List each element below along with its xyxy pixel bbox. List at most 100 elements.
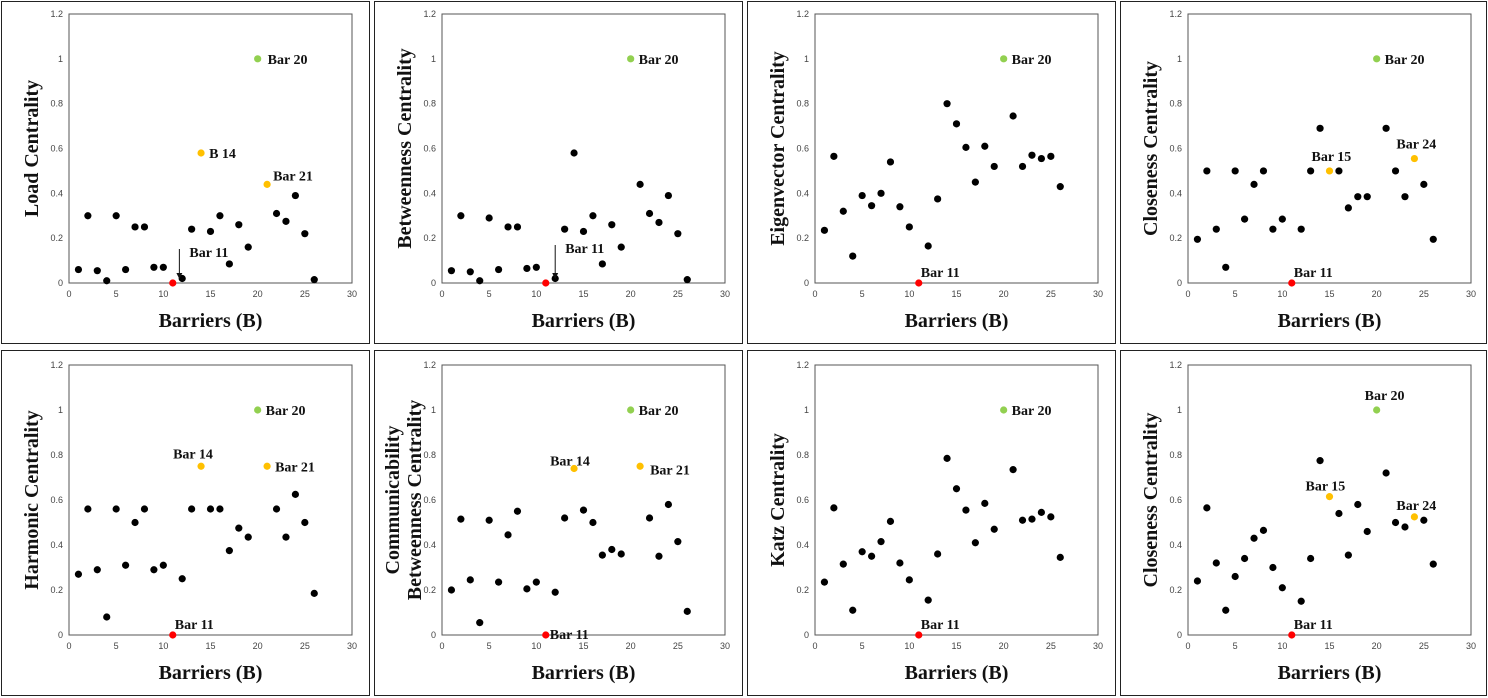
data-point-bar-14 xyxy=(943,454,951,462)
data-point-bar-12 xyxy=(924,242,932,250)
data-point-bar-15 xyxy=(952,485,961,493)
chart-svg: 0 0.2 0.4 0.6 0.8 1 1.2 0 5 10 15 20 25 30 Barriers (B… xyxy=(21,9,357,332)
data-point-bar-6 xyxy=(495,265,503,274)
chart-svg: 0 0.2 0.4 0.6 0.8 1 1.2 0 5 10 15 20 25 30 Barriers (B… xyxy=(394,9,730,332)
data-point-bar-26 xyxy=(310,589,318,597)
x-axis-label: Barriers (B) xyxy=(532,310,636,332)
data-point-bar-10 xyxy=(159,263,167,271)
data-point-bar-10 xyxy=(1278,215,1286,223)
data-point-bar-25 xyxy=(674,230,682,238)
x-tick-label: 20 xyxy=(626,289,636,299)
data-point-bar-22 xyxy=(1018,162,1027,171)
plot-area xyxy=(1187,13,1472,284)
communicability-betweenness-centrality-chart: 0 0.2 0.4 0.6 0.8 1 1.2 0 5 10 15 20 25 30 Barriers (B… xyxy=(374,350,743,696)
data-point-bar-26 xyxy=(310,276,318,284)
data-point-bar-4 xyxy=(849,252,857,260)
y-axis-label: Eigenvector Centrality xyxy=(767,51,789,246)
data-point-bar-23 xyxy=(282,533,290,541)
data-point-bar-9 xyxy=(523,585,531,593)
data-point-bar-13 xyxy=(1307,554,1315,563)
x-tick-label: 0 xyxy=(812,641,817,651)
data-point-bar-10 xyxy=(905,576,913,584)
data-point-bar-2 xyxy=(1203,504,1211,512)
y-tick-label: 0 xyxy=(58,630,63,640)
x-tick-label: 20 xyxy=(1372,641,1382,651)
data-point-bar-19 xyxy=(990,525,998,533)
x-tick-label: 30 xyxy=(347,641,357,651)
data-point-bar-11 xyxy=(915,631,923,639)
y-tick-label: 0.6 xyxy=(423,495,436,505)
y-tick-label: 0.4 xyxy=(423,188,436,198)
data-point-bar-24 xyxy=(1410,154,1418,163)
data-point-bar-26 xyxy=(683,276,691,284)
data-point-bar-3 xyxy=(1212,225,1220,233)
data-point-bar-2 xyxy=(84,505,92,513)
data-point-bar-4 xyxy=(1222,263,1230,271)
data-point-bar-12 xyxy=(1297,597,1305,605)
y-tick-label: 0.4 xyxy=(50,188,63,198)
data-point-bar-6 xyxy=(1241,554,1249,563)
x-tick-label: 25 xyxy=(300,641,310,651)
x-tick-label: 30 xyxy=(720,641,730,651)
eigenvector-centrality-chart: 0 0.2 0.4 0.6 0.8 1 1.2 0 5 10 15 20 25 30 Barriers (B… xyxy=(747,1,1116,344)
y-tick-label: 1 xyxy=(58,54,63,64)
y-tick-label: 0.6 xyxy=(796,495,809,505)
data-point-bar-22 xyxy=(1391,167,1400,175)
annotation-label: Bar 14 xyxy=(550,455,590,470)
data-point-bar-15 xyxy=(952,120,961,128)
y-tick-label: 1 xyxy=(431,54,436,64)
x-tick-label: 15 xyxy=(1324,289,1334,299)
data-point-bar-26 xyxy=(1056,183,1064,191)
data-point-bar-6 xyxy=(1241,215,1249,223)
data-point-bar-19 xyxy=(1363,527,1371,536)
annotation-label: Bar 20 xyxy=(268,53,308,68)
y-tick-label: 0 xyxy=(431,278,436,288)
x-tick-label: 5 xyxy=(487,289,492,299)
y-tick-label: 0 xyxy=(431,630,436,640)
y-tick-label: 0 xyxy=(804,278,809,288)
data-point-bar-18 xyxy=(981,142,989,150)
data-point-bar-18 xyxy=(1354,193,1362,201)
annotation-label: Bar 11 xyxy=(1294,618,1333,633)
y-tick-label: 1 xyxy=(804,54,809,64)
data-point-bar-10 xyxy=(1278,584,1286,592)
data-point-bar-16 xyxy=(962,143,970,151)
x-tick-label: 15 xyxy=(578,289,588,299)
y-tick-label: 0.2 xyxy=(796,233,809,243)
y-tick-label: 0.6 xyxy=(423,144,436,154)
data-point-bar-22 xyxy=(1391,518,1400,527)
data-point-bar-21 xyxy=(636,180,644,188)
data-point-bar-5 xyxy=(1231,572,1239,581)
data-point-bar-8 xyxy=(513,223,522,231)
data-point-bar-22 xyxy=(272,209,281,218)
data-point-bar-5 xyxy=(1231,167,1239,175)
data-point-bar-25 xyxy=(301,230,309,238)
data-point-bar-3 xyxy=(466,268,474,276)
data-point-bar-8 xyxy=(886,517,895,525)
data-point-bar-16 xyxy=(589,212,597,220)
data-point-bar-18 xyxy=(608,221,616,229)
data-point-bar-4 xyxy=(476,277,484,285)
betweenness-centrality-chart: 0 0.2 0.4 0.6 0.8 1 1.2 0 5 10 15 20 25 30 Barriers (B… xyxy=(374,1,743,344)
x-tick-label: 15 xyxy=(951,641,961,651)
data-point-bar-24 xyxy=(1410,513,1418,521)
data-point-bar-11 xyxy=(542,279,550,287)
annotation-label: Bar 11 xyxy=(921,266,960,281)
y-tick-label: 1 xyxy=(1177,54,1182,64)
data-point-bar-6 xyxy=(122,265,130,274)
x-tick-label: 10 xyxy=(904,289,914,299)
data-point-bar-25 xyxy=(1047,152,1055,160)
y-tick-label: 0.2 xyxy=(423,585,436,595)
data-point-bar-14 xyxy=(943,100,951,108)
data-point-bar-6 xyxy=(495,578,503,586)
data-point-bar-25 xyxy=(1047,513,1055,521)
annotation-label: Bar 14 xyxy=(173,447,213,462)
data-point-bar-19 xyxy=(244,243,252,251)
y-tick-label: 0.8 xyxy=(423,450,436,460)
data-point-bar-22 xyxy=(645,514,654,522)
data-point-bar-22 xyxy=(272,505,281,513)
plot-area xyxy=(68,364,353,636)
y-axis-label: Load Centrality xyxy=(21,80,43,217)
chart-svg: 0 0.2 0.4 0.6 0.8 1 1.2 0 5 10 15 20 25 30 Barriers (B… xyxy=(21,360,357,684)
data-point-bar-7 xyxy=(131,223,139,231)
